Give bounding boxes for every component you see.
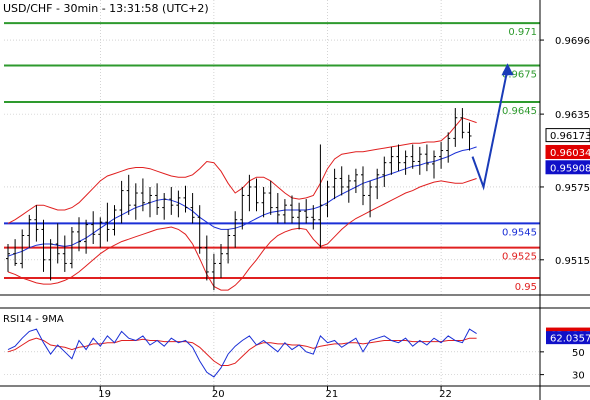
ohlc-bar <box>27 214 32 248</box>
ohlc-bar <box>368 180 373 218</box>
ohlc-bar <box>467 122 472 151</box>
time-tick-label: 20 <box>212 389 225 400</box>
ohlc-bar <box>197 205 202 254</box>
ohlc-bar <box>353 168 358 194</box>
price-value-label: 0.95908 <box>550 163 590 174</box>
ohlc-bar <box>453 108 458 147</box>
ohlc-bar <box>133 183 138 220</box>
projection-arrow-head <box>501 63 514 76</box>
ohlc-bar <box>446 132 451 163</box>
ohlc-bar <box>148 186 152 218</box>
price-value-box <box>545 160 590 175</box>
ohlc-bar <box>290 195 294 224</box>
ohlc-bar <box>176 190 181 218</box>
ohlc-bar <box>325 180 330 218</box>
ohlc-bar <box>261 186 266 218</box>
time-tick-label: 22 <box>439 389 452 400</box>
ohlc-bar <box>424 144 429 172</box>
ohlc-bar <box>339 166 344 196</box>
ohlc-bar <box>41 219 46 272</box>
ohlc-bar <box>403 150 408 175</box>
ohlc-bar <box>282 199 287 224</box>
level-label: 0.9525 <box>502 252 537 263</box>
ohlc-bar <box>34 205 39 242</box>
time-tick-label: 19 <box>98 389 111 400</box>
rsi-value-label: 62.0357 <box>550 334 590 345</box>
ohlc-bar <box>240 186 245 230</box>
ohlc-bar <box>219 244 223 279</box>
level-label: 0.9675 <box>502 70 537 81</box>
ohlc-bar <box>439 142 444 169</box>
ohlc-bar <box>6 244 10 272</box>
ohlc-bar <box>13 239 18 266</box>
rsi-tick-label: 50 <box>572 348 585 359</box>
ohlc-bar <box>169 186 174 215</box>
ohlc-bar <box>304 199 309 224</box>
ohlc-bar <box>48 239 53 281</box>
rsi-line <box>7 328 477 378</box>
ohlc-bar <box>190 193 195 224</box>
time-tick-label: 21 <box>326 389 339 400</box>
ohlc-bar <box>112 205 117 236</box>
ohlc-bar <box>77 217 81 252</box>
projection-arrow-line <box>471 68 509 191</box>
ohlc-bar <box>204 235 209 281</box>
ohlc-bar <box>119 180 124 224</box>
rsi-value-box <box>546 331 590 345</box>
level-label: 0.95 <box>515 282 537 293</box>
ohlc-bar <box>297 202 302 230</box>
ohlc-bar <box>91 211 96 245</box>
ohlc-bar <box>20 229 25 269</box>
ohlc-bar <box>332 168 337 200</box>
rsi-tick-label: 30 <box>572 371 585 382</box>
ohlc-bar <box>432 150 436 179</box>
ohlc-bar <box>183 185 188 213</box>
ohlc-bar <box>460 108 465 139</box>
ohlc-bar <box>98 217 103 248</box>
ohlc-bar <box>140 178 145 212</box>
price-value-label: 0.96034 <box>550 148 590 159</box>
price-value-box <box>545 144 590 159</box>
ohlc-bar <box>226 229 231 264</box>
ohlc-bar <box>84 219 89 254</box>
ohlc-bar <box>375 168 380 200</box>
ohlc-bar <box>105 202 110 242</box>
ohlc-bar <box>126 174 131 215</box>
rsi-label: RSI14 - 9MA <box>3 314 64 325</box>
ohlc-bar <box>55 223 60 264</box>
rsi-ma-line <box>7 337 477 366</box>
ohlc-bar <box>382 156 387 187</box>
level-label: 0.971 <box>508 27 537 38</box>
bollinger-lower-line <box>7 178 477 291</box>
ohlc-bar <box>233 211 238 248</box>
level-label: 0.9545 <box>502 227 537 238</box>
ohlc-bar <box>417 146 422 175</box>
ohlc-bar <box>275 193 280 224</box>
price-tick-label: 0.9515 <box>555 256 590 267</box>
ohlc-bar <box>346 174 351 203</box>
ohlc-bar <box>69 227 74 269</box>
ohlc-bar <box>410 144 415 169</box>
ohlc-bar <box>62 235 67 272</box>
ohlc-bar <box>396 144 401 172</box>
ohlc-bar <box>247 174 252 212</box>
level-label: 0.9645 <box>502 106 537 117</box>
price-value-label: 0.96173 <box>550 131 590 142</box>
ohlc-bar <box>389 146 394 175</box>
price-tick-label: 0.9635 <box>555 110 590 121</box>
price-tick-label: 0.9696 <box>555 36 590 47</box>
price-value-box <box>545 128 590 143</box>
ohlc-bar <box>155 183 160 215</box>
price-tick-label: 0.9575 <box>555 183 590 194</box>
ohlc-bar <box>268 180 273 215</box>
ohlc-bar <box>318 144 323 248</box>
ohlc-bar <box>254 178 259 212</box>
ohlc-bar <box>311 205 316 230</box>
chart-title: USD/CHF - 30min - 13:31:58 (UTC+2) <box>3 2 209 15</box>
ohlc-bar <box>361 166 365 206</box>
ohlc-bar <box>211 253 216 291</box>
ohlc-bar <box>162 193 167 220</box>
